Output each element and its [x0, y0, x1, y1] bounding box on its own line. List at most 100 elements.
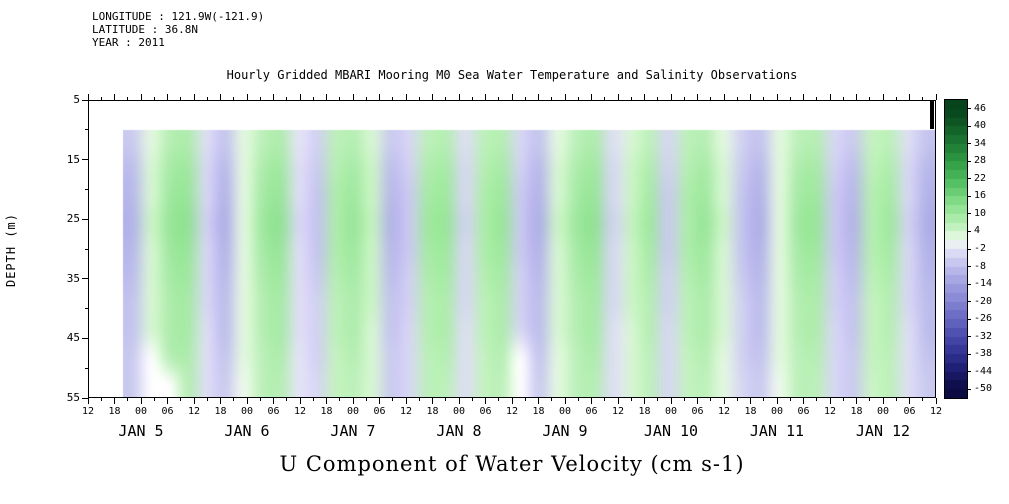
x-major-tick-bottom [697, 398, 698, 404]
x-minor-tick-bottom [233, 398, 235, 401]
x-major-tick-bottom [882, 398, 884, 404]
x-major-tick-bottom [87, 398, 89, 404]
bottom-axis-title: U Component of Water Velocity (cm s-1) [279, 452, 745, 476]
colorbar-tick-label: 34 [974, 137, 987, 149]
colorbar-tick [967, 160, 971, 162]
x-tick-label: 00 [664, 406, 678, 417]
x-minor-tick-top [551, 97, 553, 100]
x-tick-label: 06 [373, 406, 386, 417]
x-date-label: JAN 7 [330, 422, 376, 440]
x-minor-tick-top [127, 97, 129, 100]
x-major-tick-top [591, 94, 592, 100]
x-major-tick-bottom [935, 398, 937, 404]
x-major-tick-bottom [458, 398, 460, 404]
y-minor-tick [85, 248, 88, 250]
x-major-tick-top [538, 94, 539, 100]
y-minor-tick [85, 367, 88, 369]
x-major-tick-top [485, 94, 486, 100]
x-major-tick-bottom [273, 398, 274, 404]
x-major-tick-top [723, 94, 725, 100]
colorbar-tick [967, 266, 971, 268]
x-major-tick-top [856, 94, 857, 100]
y-tick-label: 25 [66, 212, 80, 226]
x-minor-tick-top [630, 97, 632, 100]
colorbar-tick [967, 318, 971, 320]
x-major-tick-bottom [299, 398, 301, 404]
x-tick-label: 12 [399, 406, 413, 417]
x-major-tick-top [829, 94, 831, 100]
x-major-tick-top [617, 94, 619, 100]
x-major-tick-bottom [326, 398, 327, 404]
x-tick-label: 18 [426, 406, 439, 417]
colorbar-tick-label: -38 [974, 348, 993, 360]
x-tick-label: 18 [214, 406, 227, 417]
x-major-tick-bottom [246, 398, 248, 404]
colorbar-tick [967, 371, 971, 373]
x-minor-tick-top [153, 97, 155, 100]
x-minor-tick-bottom [842, 398, 844, 401]
x-major-tick-top [379, 94, 380, 100]
x-minor-tick-bottom [471, 398, 473, 401]
x-minor-tick-top [577, 97, 579, 100]
x-major-tick-bottom [750, 398, 751, 404]
colorbar-tick-label: 22 [974, 172, 987, 184]
y-minor-tick [85, 308, 88, 310]
x-date-label: JAN 11 [749, 422, 805, 440]
x-tick-label: 12 [823, 406, 837, 417]
colorbar-tick-label: 40 [974, 120, 987, 132]
y-tick-label: 45 [66, 331, 80, 345]
x-tick-label: 18 [638, 406, 651, 417]
x-date-label: JAN 9 [542, 422, 588, 440]
x-minor-tick-bottom [816, 398, 818, 401]
x-minor-tick-bottom [710, 398, 712, 401]
x-minor-tick-bottom [551, 398, 553, 401]
x-major-tick-top [114, 94, 115, 100]
x-major-tick-bottom [829, 398, 831, 404]
x-minor-tick-bottom [577, 398, 579, 401]
x-major-tick-bottom [538, 398, 539, 404]
x-minor-tick-bottom [153, 398, 155, 401]
x-tick-label: 00 [134, 406, 148, 417]
x-major-tick-top [776, 94, 778, 100]
x-tick-label: 12 [505, 406, 519, 417]
x-minor-tick-bottom [498, 398, 500, 401]
x-tick-label: 06 [267, 406, 280, 417]
x-date-label: JAN 10 [643, 422, 699, 440]
x-minor-tick-top [471, 97, 473, 100]
colorbar-tick-label: -44 [974, 365, 993, 377]
colorbar-tick [967, 143, 971, 145]
x-minor-tick-top [392, 97, 394, 100]
colorbar-tick-label: -26 [974, 313, 993, 325]
x-tick-label: 06 [797, 406, 810, 417]
x-major-tick-top [750, 94, 751, 100]
x-minor-tick-top [418, 97, 420, 100]
x-major-tick-top [326, 94, 327, 100]
colorbar-tick-label: -14 [974, 278, 993, 290]
y-major-tick [82, 159, 88, 161]
colorbar-tick-label: 10 [974, 207, 987, 219]
x-major-tick-top [564, 94, 566, 100]
x-major-tick-top [246, 94, 248, 100]
x-minor-tick-bottom [418, 398, 420, 401]
x-minor-tick-top [365, 97, 367, 100]
heatmap-canvas [88, 100, 936, 398]
x-minor-tick-top [445, 97, 447, 100]
x-major-tick-bottom [114, 398, 115, 404]
x-major-tick-top [935, 94, 937, 100]
x-tick-label: 00 [558, 406, 572, 417]
x-minor-tick-bottom [206, 398, 208, 401]
x-major-tick-bottom [564, 398, 566, 404]
x-major-tick-bottom [776, 398, 778, 404]
x-minor-tick-top [259, 97, 261, 100]
x-minor-tick-top [869, 97, 871, 100]
x-minor-tick-top [736, 97, 738, 100]
x-major-tick-top [458, 94, 460, 100]
x-major-tick-bottom [193, 398, 195, 404]
colorbar-tick [967, 108, 971, 110]
x-tick-label: 06 [161, 406, 174, 417]
x-minor-tick-bottom [392, 398, 394, 401]
x-minor-tick-top [710, 97, 712, 100]
x-major-tick-bottom [405, 398, 407, 404]
x-major-tick-bottom [617, 398, 619, 404]
x-minor-tick-top [180, 97, 182, 100]
